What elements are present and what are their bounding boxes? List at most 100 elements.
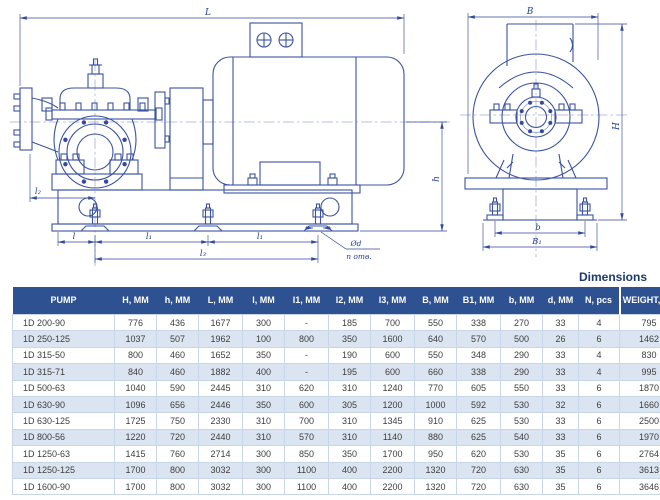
- value-cell: 750: [156, 412, 199, 430]
- value-cell: 2500: [619, 412, 660, 430]
- table-row: 1D 500-63 1040 590 2445 310 620 310 1240 770 605 5…: [12, 379, 660, 397]
- value-cell: 305: [328, 395, 371, 414]
- value-cell: 720: [156, 428, 199, 447]
- column-header: B1, MM: [456, 287, 501, 315]
- value-cell: 530: [500, 395, 543, 414]
- value-cell: 1660: [619, 395, 660, 414]
- value-cell: 1040: [114, 379, 157, 397]
- value-cell: 800: [156, 461, 199, 479]
- dimension-lines: [467, 13, 627, 251]
- value-cell: 800: [114, 346, 157, 365]
- value-cell: 6: [578, 395, 620, 414]
- column-header: PUMP: [12, 287, 115, 315]
- value-cell: 625: [456, 412, 501, 430]
- value-cell: 550: [414, 346, 457, 365]
- value-cell: 550: [414, 313, 457, 332]
- value-cell: 436: [156, 313, 199, 332]
- value-cell: 6: [578, 461, 620, 479]
- value-cell: 950: [414, 445, 457, 463]
- value-cell: 400: [328, 477, 371, 496]
- table-row: 1D 200-90 776 436 1677 300-185 700 550 338 270 33…: [12, 313, 660, 332]
- dim-label-hole-dia: Ød: [350, 239, 362, 248]
- column-header: d, MM: [542, 287, 579, 315]
- value-cell: 1700: [370, 445, 415, 463]
- value-cell: 660: [414, 363, 457, 381]
- value-cell: 35: [542, 461, 579, 479]
- value-cell: 460: [156, 363, 199, 381]
- table-row: 1D 315-71 840 460 1882 400-195 600 660 338 290 33…: [12, 363, 660, 381]
- centerlines: [460, 20, 630, 257]
- dim-label-H: H: [612, 122, 622, 131]
- volute-casing: [472, 53, 600, 181]
- value-cell: 1600: [370, 330, 415, 348]
- dim-label-B: B: [526, 7, 534, 17]
- value-cell: 570: [284, 428, 329, 447]
- dim-label-B1: B₁: [531, 237, 542, 247]
- value-cell: 620: [284, 379, 329, 397]
- value-cell: 550: [500, 379, 543, 397]
- value-cell: 1652: [198, 346, 243, 365]
- value-cell: 840: [114, 363, 157, 381]
- value-cell: 348: [456, 346, 501, 365]
- dim-label-l3: l₃: [200, 249, 207, 259]
- pump-name-cell: 1D 250-125: [12, 330, 115, 348]
- value-cell: 2200: [370, 461, 415, 479]
- pump-name-cell: 1D 1250-63: [12, 445, 115, 463]
- column-header: l, MM: [242, 287, 285, 315]
- value-cell: 3646: [619, 477, 660, 496]
- table-body: 1D 200-90 776 436 1677 300-185 700 550 338 270 33…: [12, 313, 660, 496]
- value-cell: 2714: [198, 445, 243, 463]
- value-cell: 400: [242, 363, 285, 381]
- centerlines: [10, 60, 450, 266]
- dim-label-h: h: [432, 176, 442, 182]
- value-cell: 995: [619, 363, 660, 381]
- value-cell: 33: [542, 346, 579, 365]
- column-header: L, MM: [198, 287, 243, 315]
- pump-casing: [13, 58, 170, 191]
- value-cell: 795: [619, 313, 660, 332]
- base-pedestal: [464, 177, 608, 221]
- value-cell: 35: [542, 477, 579, 496]
- value-cell: 195: [328, 363, 371, 381]
- value-cell: 1415: [114, 445, 157, 463]
- value-cell: 32: [542, 395, 579, 414]
- value-cell: 640: [414, 330, 457, 348]
- value-cell: 6: [578, 330, 620, 348]
- column-header: H, MM: [114, 287, 157, 315]
- value-cell: 1882: [198, 363, 243, 381]
- value-cell: 600: [284, 395, 329, 414]
- value-cell: 26: [542, 330, 579, 348]
- anchor-bolts: [80, 203, 333, 232]
- column-header: WEIGHT, KG: [618, 287, 660, 315]
- value-cell: 300: [242, 445, 285, 463]
- value-cell: 720: [456, 461, 501, 479]
- value-cell: 1096: [114, 395, 157, 414]
- value-cell: 1000: [414, 395, 457, 414]
- value-cell: 3032: [198, 477, 243, 496]
- value-cell: 290: [500, 363, 543, 381]
- value-cell: 33: [542, 428, 579, 447]
- table-row: 1D 630-125 1725 750 2330 310 700 310 1345 910 625…: [12, 412, 660, 430]
- table-row: 1D 1600-90 1700 800 3032 300 1100 400 2200 1320 7…: [12, 477, 660, 496]
- value-cell: 3032: [198, 461, 243, 479]
- electric-motor: [212, 22, 405, 194]
- value-cell: 630: [500, 461, 543, 479]
- value-cell: 310: [328, 428, 371, 447]
- value-cell: 910: [414, 412, 457, 430]
- column-header: l2, MM: [328, 287, 371, 315]
- value-cell: 1677: [198, 313, 243, 332]
- dim-label-l: l: [73, 232, 76, 242]
- dimensions-table: PUMP H, MM h, MM L, MM l, MM l1, MM l2, MM l3, …: [12, 287, 660, 496]
- column-header: b, MM: [500, 287, 543, 315]
- value-cell: 605: [456, 379, 501, 397]
- pump-front-view-drawing: B H b B₁: [460, 7, 630, 257]
- value-cell: 540: [500, 428, 543, 447]
- value-cell: 310: [328, 379, 371, 397]
- value-cell: 6: [578, 445, 620, 463]
- value-cell: 300: [242, 313, 285, 332]
- dimension-lines: [19, 14, 447, 263]
- value-cell: 830: [619, 346, 660, 365]
- value-cell: 1200: [370, 395, 415, 414]
- dim-label-L: L: [204, 8, 211, 18]
